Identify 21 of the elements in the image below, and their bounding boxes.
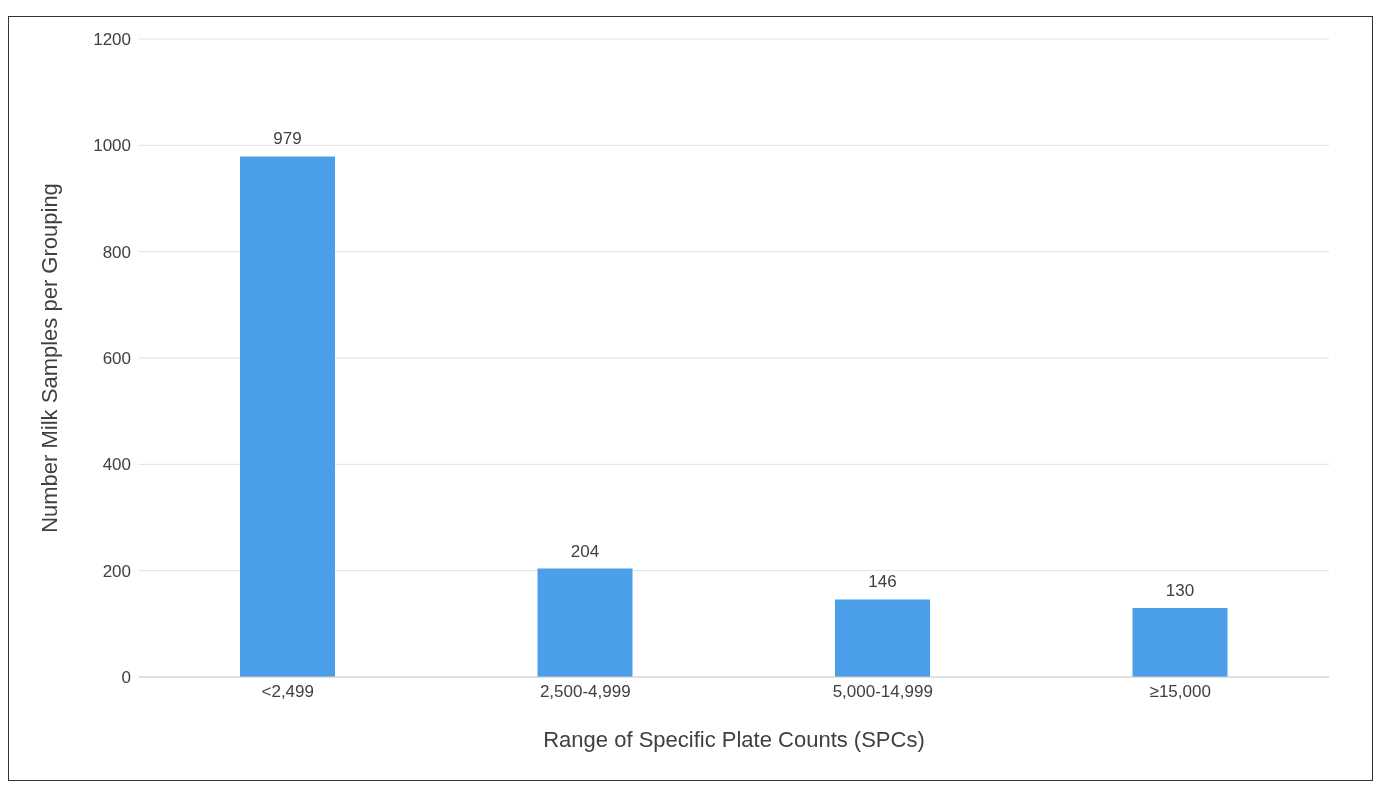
x-tick-label: 5,000-14,999 bbox=[832, 682, 933, 702]
y-tick-label: 0 bbox=[121, 668, 131, 688]
data-label: 979 bbox=[273, 129, 302, 149]
y-tick-label: 600 bbox=[102, 349, 131, 369]
x-tick-label: ≥15,000 bbox=[1149, 682, 1211, 702]
data-label: 130 bbox=[1165, 580, 1195, 600]
x-tick-label: <2,499 bbox=[261, 682, 314, 702]
y-tick-label: 1200 bbox=[93, 30, 131, 50]
bar bbox=[537, 568, 633, 677]
y-axis-title: Number Milk Samples per Grouping bbox=[36, 183, 62, 533]
bar bbox=[1132, 607, 1228, 677]
bar bbox=[835, 599, 930, 677]
bar bbox=[240, 156, 335, 677]
y-tick-label: 200 bbox=[102, 561, 131, 581]
x-axis-title: Range of Specific Plate Counts (SPCs) bbox=[543, 727, 925, 752]
data-label: 146 bbox=[868, 572, 897, 592]
x-tick-label: 2,500-4,999 bbox=[539, 682, 631, 702]
data-label: 204 bbox=[570, 541, 600, 561]
y-tick-label: 1000 bbox=[93, 136, 131, 156]
y-tick-label: 800 bbox=[102, 242, 131, 262]
y-tick-label: 400 bbox=[102, 455, 131, 475]
